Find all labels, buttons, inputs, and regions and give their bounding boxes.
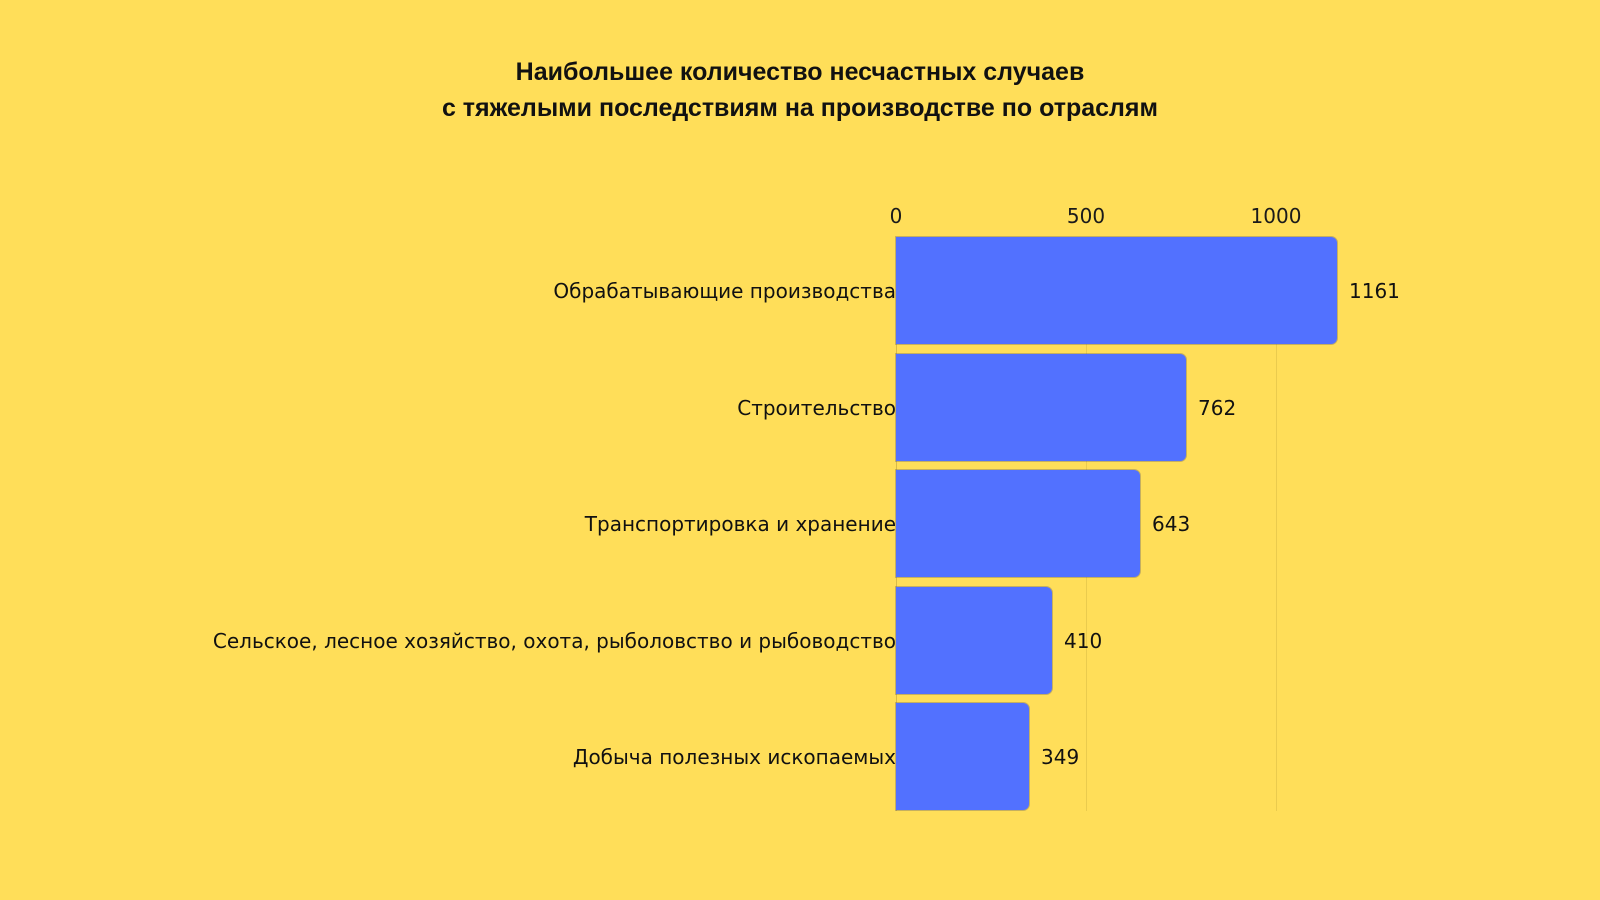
bar-row: Транспортировка и хранение 643 bbox=[0, 470, 1600, 577]
bar bbox=[896, 354, 1186, 461]
x-tick-label: 500 bbox=[1066, 204, 1106, 228]
x-tick-label: 1000 bbox=[1250, 204, 1302, 228]
value-label: 643 bbox=[1152, 511, 1191, 536]
bar bbox=[896, 237, 1337, 344]
bar-row: Сельское, лесное хозяйство, охота, рыбол… bbox=[0, 587, 1600, 694]
category-label: Сельское, лесное хозяйство, охота, рыбол… bbox=[212, 628, 896, 653]
category-label: Строительство bbox=[737, 395, 896, 420]
bar-row: Строительство 762 bbox=[0, 354, 1600, 461]
category-label: Добыча полезных ископаемых bbox=[572, 744, 896, 769]
bar bbox=[896, 703, 1029, 810]
bar-row: Добыча полезных ископаемых 349 bbox=[0, 703, 1600, 810]
value-label: 349 bbox=[1041, 744, 1080, 769]
x-tick-label: 0 bbox=[889, 204, 903, 228]
bar bbox=[896, 587, 1052, 694]
value-label: 410 bbox=[1064, 628, 1103, 653]
bar bbox=[896, 470, 1140, 577]
category-label: Обрабатывающие производства bbox=[553, 278, 896, 303]
category-label: Транспортировка и хранение bbox=[584, 511, 896, 536]
chart-title-line-1: Наибольшее количество несчастных случаев bbox=[515, 58, 1085, 86]
chart-title-line-2: с тяжелыми последствиям на производстве … bbox=[441, 94, 1159, 122]
gridline-1000 bbox=[1276, 237, 1277, 811]
value-label: 1161 bbox=[1349, 278, 1400, 303]
bar-row: Обрабатывающие производства 1161 bbox=[0, 237, 1600, 344]
value-label: 762 bbox=[1198, 395, 1237, 420]
chart-title: Наибольшее количество несчастных случаев… bbox=[0, 54, 1600, 126]
